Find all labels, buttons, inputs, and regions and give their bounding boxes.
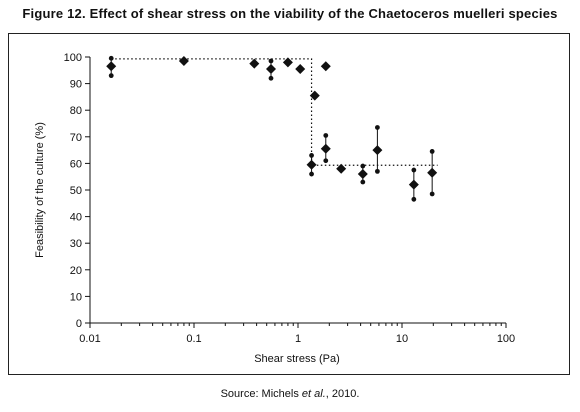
error-cap-high: [360, 163, 366, 169]
error-cap-high: [374, 125, 380, 130]
axes: [85, 56, 507, 328]
x-tick-label: 0.01: [79, 333, 100, 345]
y-tick-label: 10: [70, 291, 82, 303]
data-point: [320, 61, 331, 72]
y-tick-label: 100: [64, 52, 82, 64]
data-point: [282, 57, 293, 68]
error-cap-low: [309, 171, 314, 177]
x-axis-label: Shear stress (Pa): [254, 353, 340, 365]
y-tick-label: 0: [76, 318, 82, 330]
data-point: [249, 58, 260, 69]
error-cap-high: [411, 167, 417, 173]
error-cap-low: [268, 75, 274, 81]
error-cap-high: [323, 133, 329, 138]
x-tick-label: 10: [396, 333, 408, 345]
data-point: [295, 63, 306, 74]
tick-labels: 0 10 20 30 40 50 60 70 80 90 100 0.01 0.1 1 10 100: [64, 52, 516, 345]
source-prefix: Source: Michels: [220, 388, 302, 400]
source-italic: et al.: [301, 388, 326, 400]
error-cap-high: [429, 149, 435, 154]
error-cap-low: [411, 196, 417, 202]
error-cap-low: [360, 179, 366, 185]
y-tick-label: 60: [70, 158, 82, 170]
y-tick-label: 80: [70, 105, 82, 117]
error-cap-low: [374, 168, 380, 174]
data-point: [427, 167, 438, 178]
data-point: [106, 61, 117, 72]
x-tick-label: 1: [295, 333, 301, 345]
fit-line: [111, 58, 438, 166]
data-points: [106, 55, 438, 190]
error-cap-low: [323, 158, 329, 164]
error-bars: [108, 55, 435, 202]
y-tick-label: 90: [70, 79, 82, 91]
error-cap-low: [108, 73, 114, 79]
y-tick-label: 20: [70, 265, 82, 277]
y-tick-label: 30: [70, 238, 82, 250]
data-point: [306, 159, 317, 170]
data-point: [357, 169, 368, 180]
source-note: Source: Michels et al., 2010.: [0, 388, 580, 400]
source-suffix: , 2010.: [325, 388, 360, 400]
error-cap-high: [268, 58, 274, 64]
data-point: [336, 163, 347, 174]
y-tick-label: 50: [70, 185, 82, 197]
y-tick-label: 70: [70, 132, 82, 144]
data-point: [320, 143, 331, 154]
data-point: [265, 63, 276, 74]
fit-line-group: [111, 58, 438, 166]
chart-title: Figure 12. Effect of shear stress on the…: [22, 6, 558, 21]
chart-frame: [8, 33, 570, 375]
y-tick-label: 40: [70, 212, 82, 224]
x-tick-label: 0.1: [186, 333, 201, 345]
data-point: [408, 179, 419, 190]
data-point: [372, 145, 383, 156]
error-cap-low: [429, 191, 435, 197]
error-cap-high: [309, 153, 314, 158]
error-cap-high: [108, 55, 114, 61]
data-point: [309, 90, 320, 101]
data-point: [178, 55, 189, 66]
y-axis-label: Feasibility of the culture (%): [34, 122, 46, 258]
x-tick-label: 100: [497, 333, 515, 345]
